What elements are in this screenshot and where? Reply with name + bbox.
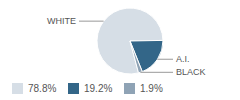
svg-text:WHITE: WHITE [47, 16, 76, 26]
svg-text:BLACK: BLACK [176, 67, 206, 77]
html-text:1.9%: 1.9% [140, 83, 163, 94]
html-text:78.8%: 78.8% [28, 83, 57, 94]
html-text:19.2%: 19.2% [84, 83, 113, 94]
svg-text:A.I.: A.I. [176, 54, 190, 64]
